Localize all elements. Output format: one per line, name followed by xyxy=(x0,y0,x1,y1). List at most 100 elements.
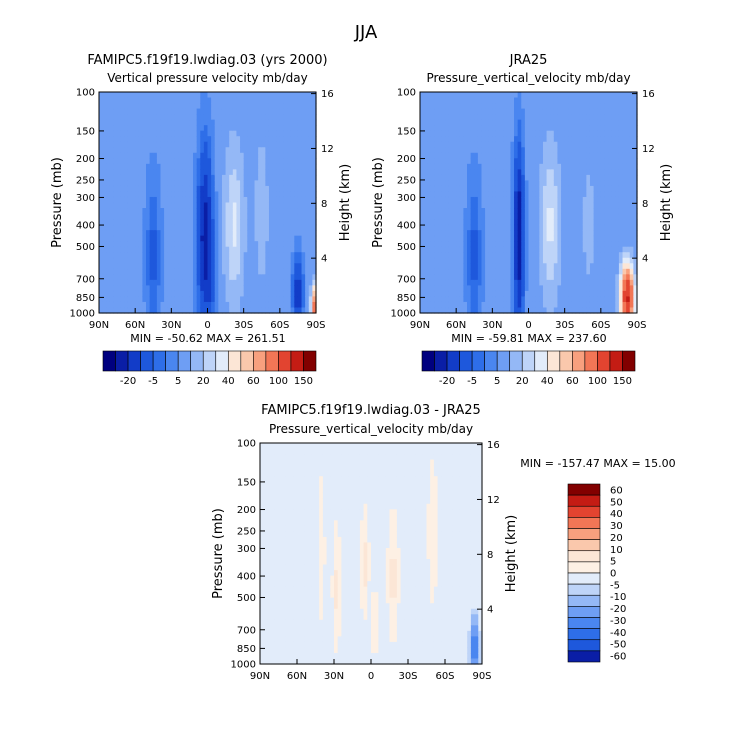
heatmap-cell xyxy=(434,290,439,298)
heatmap-cell xyxy=(470,290,475,298)
heatmap-cell xyxy=(495,185,501,193)
heatmap-cell xyxy=(229,246,234,253)
heatmap-cell xyxy=(539,119,544,126)
heatmap-cell xyxy=(582,202,587,209)
heatmap-cell xyxy=(294,185,299,193)
heatmap-cell xyxy=(524,263,530,270)
heatmap-cell xyxy=(423,246,428,253)
heatmap-cell xyxy=(589,196,595,204)
heatmap-cell xyxy=(189,119,194,126)
heatmap-cell xyxy=(579,246,584,253)
heatmap-cell xyxy=(445,152,450,159)
heatmap-cell xyxy=(283,274,288,281)
heatmap-cell xyxy=(305,290,310,298)
heatmap-cell xyxy=(477,230,483,237)
heatmap-cell xyxy=(153,224,158,231)
heatmap-cell xyxy=(305,141,310,148)
heatmap-cell xyxy=(626,285,631,292)
heatmap-cell xyxy=(167,169,172,176)
heatmap-cell xyxy=(272,119,277,126)
heatmap-cell xyxy=(135,130,140,137)
heatmap-cell xyxy=(117,180,122,187)
heatmap-cell xyxy=(102,290,107,298)
heatmap-cell xyxy=(247,180,252,187)
heatmap-cell xyxy=(622,230,627,237)
heatmap-cell xyxy=(427,301,432,309)
heatmap-cell xyxy=(203,136,209,143)
heatmap-cell xyxy=(467,169,472,176)
heatmap-cell xyxy=(470,230,475,237)
heatmap-cell xyxy=(211,246,216,253)
heatmap-cell xyxy=(272,224,277,231)
heatmap-cell xyxy=(297,246,303,253)
heatmap-cell xyxy=(568,180,573,187)
heatmap-cell xyxy=(633,136,638,143)
heatmap-cell xyxy=(196,108,201,115)
heatmap-cell xyxy=(174,246,180,253)
heatmap-cell xyxy=(250,252,256,259)
heatmap-cell xyxy=(608,103,613,110)
heatmap-cell xyxy=(633,274,638,281)
heatmap-cell xyxy=(120,268,125,275)
heatmap-cell xyxy=(589,108,595,115)
heatmap-cell xyxy=(305,208,310,215)
heatmap-cell xyxy=(120,257,125,264)
heatmap-cell xyxy=(232,108,238,115)
heatmap-cell xyxy=(153,230,158,237)
heatmap-cell xyxy=(196,103,201,110)
heatmap-cell xyxy=(120,141,125,148)
heatmap-cell xyxy=(535,180,540,187)
heatmap-cell xyxy=(441,158,446,165)
heatmap-cell xyxy=(236,274,241,281)
heatmap-cell xyxy=(308,169,313,176)
heatmap-cell xyxy=(106,97,111,104)
heatmap-cell xyxy=(164,141,169,148)
heatmap-cell xyxy=(633,279,638,286)
heatmap-cell xyxy=(568,103,573,110)
heatmap-cell xyxy=(600,97,606,104)
heatmap-cell xyxy=(229,202,234,209)
heatmap-cell xyxy=(445,158,450,165)
heatmap-cell xyxy=(557,147,562,154)
heatmap-cell xyxy=(600,158,606,165)
heatmap-cell xyxy=(611,180,616,187)
heatmap-cell xyxy=(510,119,515,126)
heatmap-cell xyxy=(445,92,450,99)
heatmap-cell xyxy=(420,196,425,204)
heatmap-cell xyxy=(633,263,638,270)
heatmap-cell xyxy=(448,202,454,209)
heatmap-cell xyxy=(247,235,252,242)
heatmap-cell xyxy=(456,191,461,198)
heatmap-cell xyxy=(452,108,457,115)
heatmap-cell xyxy=(495,103,501,110)
colorbar-label: 40 xyxy=(541,376,554,387)
heatmap-cell xyxy=(261,97,266,104)
heatmap-cell xyxy=(459,114,464,121)
heatmap-cell xyxy=(438,285,443,292)
heatmap-cell xyxy=(146,246,151,253)
heatmap-cell xyxy=(615,219,620,226)
heatmap-cell xyxy=(539,169,544,176)
heatmap-cell xyxy=(514,285,519,292)
heatmap-cell xyxy=(532,196,537,204)
heatmap-cell xyxy=(539,92,544,99)
heatmap-cell xyxy=(423,114,428,121)
heatmap-cell xyxy=(164,185,169,193)
heatmap-cell xyxy=(189,130,194,137)
heatmap-cell xyxy=(593,279,598,286)
heatmap-cell xyxy=(532,163,537,170)
heatmap-cell xyxy=(308,235,313,242)
heatmap-cell xyxy=(240,97,245,104)
heatmap-cell xyxy=(279,263,285,270)
heatmap-cell xyxy=(287,208,292,215)
heatmap-cell xyxy=(430,185,436,193)
heatmap-cell xyxy=(448,268,454,275)
heatmap-cell xyxy=(445,219,450,226)
heatmap-cell xyxy=(568,296,573,303)
heatmap-cell xyxy=(608,158,613,165)
heatmap-cell xyxy=(174,125,180,132)
heatmap-cell xyxy=(308,92,313,99)
heatmap-cell xyxy=(160,279,165,286)
heatmap-cell xyxy=(470,274,475,281)
heatmap-cell xyxy=(546,136,551,143)
